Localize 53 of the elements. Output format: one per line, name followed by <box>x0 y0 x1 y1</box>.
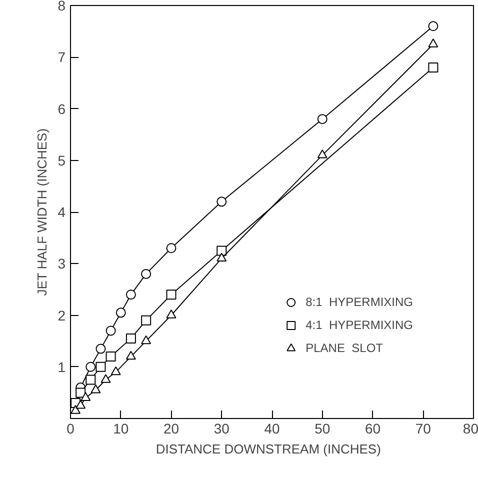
point <box>126 333 136 344</box>
legend-label: PLANE SLOT <box>306 341 383 355</box>
legend-label: 8:1 HYPERMIXING <box>306 295 413 309</box>
point <box>96 362 106 372</box>
point <box>428 38 438 48</box>
point <box>428 62 438 72</box>
point <box>76 388 86 398</box>
point <box>116 308 126 318</box>
point <box>141 268 152 279</box>
point <box>106 326 116 336</box>
legend-label: 4:1 HYPERMIXING <box>306 318 413 332</box>
x-tick-label: 60 <box>364 420 381 436</box>
x-tick-label: 80 <box>462 420 478 436</box>
point <box>166 243 176 254</box>
x-tick-label: 50 <box>314 420 330 436</box>
point <box>216 246 227 256</box>
x-tick-label: 70 <box>415 420 432 436</box>
y-tick-label: 7 <box>58 49 66 66</box>
point <box>86 362 96 372</box>
x-axis-title: DISTANCE DOWNSTREAM (INCHES) <box>156 442 381 456</box>
point <box>86 374 96 385</box>
point <box>126 350 136 360</box>
point <box>90 384 101 394</box>
point <box>100 374 111 383</box>
point <box>126 290 136 300</box>
y-tick-label: 1 <box>58 358 66 375</box>
point <box>166 290 176 300</box>
point <box>166 310 176 318</box>
point <box>106 352 116 362</box>
y-tick-label: 3 <box>58 256 66 272</box>
point <box>216 252 227 262</box>
y-axis-title: JET HALF WIDTH (INCHES) <box>34 128 50 296</box>
point <box>76 400 86 409</box>
point <box>317 150 328 158</box>
point <box>428 21 438 32</box>
point <box>96 344 106 354</box>
x-tick-label: 20 <box>163 420 180 436</box>
y-tick-label: 4 <box>58 204 66 220</box>
point <box>80 392 91 401</box>
point <box>141 335 152 344</box>
point <box>216 196 227 207</box>
y-tick-label: 2 <box>58 307 66 324</box>
y-tick-label: 5 <box>58 152 66 168</box>
x-tick-label: 40 <box>264 420 280 436</box>
point <box>317 114 328 124</box>
y-tick-label: 8 <box>58 0 66 14</box>
y-tick-label: 6 <box>58 100 66 117</box>
x-tick-label: 10 <box>113 420 129 436</box>
x-tick-label: 0 <box>66 420 75 436</box>
x-tick-label: 30 <box>214 420 230 436</box>
point <box>70 405 81 414</box>
point <box>141 315 152 326</box>
point <box>110 366 121 376</box>
